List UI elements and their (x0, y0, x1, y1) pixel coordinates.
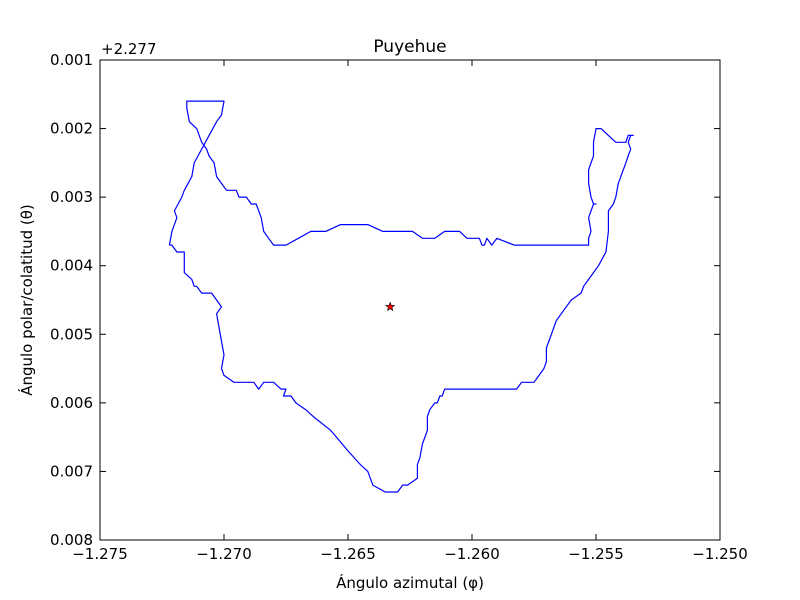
x-tick-label: −1.250 (692, 545, 748, 563)
y-tick-label: 0.008 (50, 531, 93, 549)
y-tick-label: 0.005 (50, 325, 93, 343)
y-axis-label: Ángulo polar/colatitud (θ) (17, 204, 36, 396)
chart-title: Puyehue (373, 37, 446, 57)
y-tick-label: 0.007 (50, 462, 93, 480)
plot-area (168, 100, 634, 493)
y-tick-label: 0.001 (50, 51, 93, 69)
x-tick-label: −1.275 (72, 545, 128, 563)
x-tick-label: −1.260 (444, 545, 500, 563)
x-tick-label: −1.255 (568, 545, 624, 563)
center-star-marker (385, 301, 396, 312)
y-tick-label: 0.002 (50, 120, 93, 138)
y-offset-label: +2.277 (101, 40, 157, 58)
x-tick-label: −1.270 (196, 545, 252, 563)
y-tick-label: 0.004 (50, 257, 93, 275)
y-tick-label: 0.003 (50, 188, 93, 206)
y-axis-ticks: 0.001 0.002 0.003 0.004 0.005 0.006 0.007 0.008 (50, 51, 720, 549)
x-axis-label: Ángulo azimutal (φ) (336, 573, 484, 592)
x-tick-label: −1.265 (320, 545, 376, 563)
y-tick-label: 0.006 (50, 394, 93, 412)
x-axis-ticks: −1.275 −1.270 −1.265 −1.260 −1.255 −1.250 (72, 60, 748, 563)
axes-frame (99, 59, 721, 541)
contour-line (168, 100, 634, 493)
